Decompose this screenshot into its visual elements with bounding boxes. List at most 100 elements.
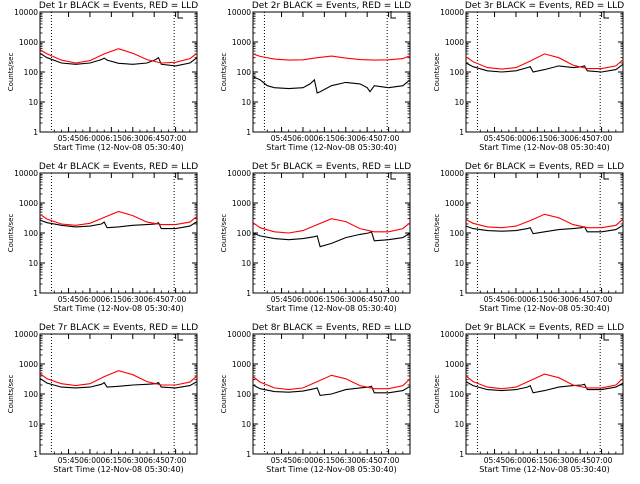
plot-frame [39, 172, 198, 294]
y-tick-label: 10 [241, 98, 251, 107]
y-tick-label: 10 [454, 259, 464, 268]
corner-mark [603, 172, 609, 180]
y-tick-label: 10000 [227, 8, 251, 17]
x-axis-label: Start Time (12-Nov-08 05:30:40) [53, 143, 183, 152]
x-tick-label: 06:30 [122, 456, 144, 465]
y-tick-label: 1000 [232, 38, 251, 47]
chart-title: Det 6r BLACK = Events, RED = LLD [465, 162, 624, 172]
x-tick-label: 05:45 [484, 134, 506, 143]
series-line-lld [465, 213, 624, 229]
plot-frame [465, 333, 624, 455]
y-axis-label: Counts/sec [433, 53, 441, 92]
chart-panel-1: Det 1r BLACK = Events, RED = LLD 1 10 100 10… [7, 1, 198, 152]
y-tick-label: 1 [246, 128, 251, 137]
chart-panel-4: Det 4r BLACK = Events, RED = LLD 1 10 100 10… [7, 162, 198, 313]
y-tick-label: 100 [237, 390, 252, 399]
corner-mark [390, 172, 396, 180]
x-tick-label: 06:30 [335, 295, 357, 304]
x-tick-label: 06:15 [314, 295, 336, 304]
series-line-lld [39, 370, 198, 387]
x-tick-label: 07:00 [165, 456, 187, 465]
series-line-lld [252, 374, 411, 391]
x-axis-label: Start Time (12-Nov-08 05:30:40) [479, 304, 609, 313]
y-tick-label: 1 [459, 289, 464, 298]
x-tick-label: 05:45 [484, 456, 506, 465]
y-axis-label: Counts/sec [220, 53, 228, 92]
y-tick-label: 100 [450, 390, 465, 399]
y-tick-label: 10000 [440, 330, 464, 339]
y-axis-label: Counts/sec [433, 214, 441, 253]
y-tick-label: 100 [450, 229, 465, 238]
x-tick-label: 06:30 [548, 456, 570, 465]
y-axis-label: Counts/sec [220, 375, 228, 414]
x-tick-label: 06:00 [505, 134, 527, 143]
x-tick-label: 06:15 [101, 456, 123, 465]
x-tick-label: 07:00 [378, 456, 400, 465]
corner-mark [177, 172, 183, 180]
x-tick-label: 06:00 [79, 456, 101, 465]
x-tick-label: 06:45 [569, 295, 591, 304]
y-tick-label: 1000 [445, 38, 464, 47]
series-line-events [465, 62, 624, 73]
chart-title: Det 8r BLACK = Events, RED = LLD [252, 323, 411, 333]
y-axis-label: Counts/sec [433, 375, 441, 414]
x-tick-label: 06:30 [335, 456, 357, 465]
y-tick-label: 10000 [14, 169, 38, 178]
plot-frame [39, 333, 198, 455]
y-tick-label: 100 [24, 229, 39, 238]
x-axis-label: Start Time (12-Nov-08 05:30:40) [266, 465, 396, 474]
chart-panel-7: Det 7r BLACK = Events, RED = LLD 1 10 100 10… [7, 323, 198, 474]
chart-panel-9: Det 9r BLACK = Events, RED = LLD 1 10 100 10… [433, 323, 624, 474]
corner-mark [177, 333, 183, 341]
x-tick-label: 05:45 [58, 456, 80, 465]
chart-panel-8: Det 8r BLACK = Events, RED = LLD 1 10 100 10… [220, 323, 411, 474]
x-tick-label: 07:00 [591, 134, 613, 143]
chart-panel-3: Det 3r BLACK = Events, RED = LLD 1 10 100 10… [433, 1, 624, 152]
x-tick-label: 06:45 [143, 456, 165, 465]
x-tick-label: 07:00 [165, 295, 187, 304]
x-tick-label: 07:00 [591, 295, 613, 304]
y-axis-label: Counts/sec [220, 214, 228, 253]
x-tick-label: 06:15 [527, 134, 549, 143]
x-tick-label: 06:30 [122, 134, 144, 143]
x-tick-label: 05:45 [484, 295, 506, 304]
y-axis-label: Counts/sec [7, 214, 15, 253]
y-tick-label: 10000 [227, 169, 251, 178]
x-tick-label: 06:15 [314, 456, 336, 465]
x-tick-label: 06:15 [527, 295, 549, 304]
x-tick-label: 06:00 [292, 134, 314, 143]
x-tick-label: 06:45 [143, 295, 165, 304]
x-tick-label: 07:00 [378, 295, 400, 304]
series-line-events [465, 224, 624, 235]
x-tick-label: 05:45 [271, 295, 293, 304]
y-tick-label: 10 [28, 98, 38, 107]
series-line-lld [465, 53, 624, 70]
corner-mark [390, 333, 396, 341]
chart-title: Det 7r BLACK = Events, RED = LLD [39, 323, 198, 333]
y-tick-label: 10000 [14, 330, 38, 339]
x-tick-label: 05:45 [271, 134, 293, 143]
x-tick-label: 06:45 [356, 134, 378, 143]
corner-mark [603, 11, 609, 19]
chart-title: Det 3r BLACK = Events, RED = LLD [465, 1, 624, 11]
y-tick-label: 1000 [19, 199, 38, 208]
y-tick-label: 10000 [14, 8, 38, 17]
y-axis-label: Counts/sec [7, 375, 15, 414]
y-tick-label: 10 [28, 259, 38, 268]
y-tick-label: 10000 [227, 330, 251, 339]
y-tick-label: 100 [24, 68, 39, 77]
x-tick-label: 05:45 [58, 134, 80, 143]
x-tick-label: 06:00 [292, 295, 314, 304]
series-line-events [39, 377, 198, 389]
x-tick-label: 06:30 [548, 134, 570, 143]
x-tick-label: 06:15 [527, 456, 549, 465]
x-tick-label: 06:15 [101, 134, 123, 143]
x-axis-label: Start Time (12-Nov-08 05:30:40) [479, 465, 609, 474]
x-tick-label: 06:45 [569, 456, 591, 465]
y-tick-label: 100 [237, 229, 252, 238]
series-line-events [252, 76, 411, 94]
y-axis-label: Counts/sec [7, 53, 15, 92]
y-tick-label: 10 [454, 420, 464, 429]
x-axis-label: Start Time (12-Nov-08 05:30:40) [479, 143, 609, 152]
